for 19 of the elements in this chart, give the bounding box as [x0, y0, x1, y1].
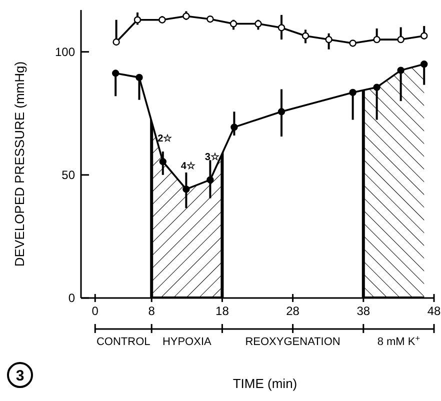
y-tick-label: 0 — [68, 291, 76, 306]
y-tick-label: 100 — [54, 45, 76, 60]
x-tick-label: 38 — [356, 304, 370, 318]
text: HYPOXIA — [162, 336, 212, 348]
annotation: 2☆ — [158, 134, 172, 145]
x-tick-label: 18 — [216, 304, 230, 318]
x-tick-label: 0 — [92, 304, 99, 318]
annotation: 3☆ — [204, 152, 220, 163]
y-axis-title: DEVELOPED PRESSURE (mmHg) — [12, 61, 27, 267]
y-tick-label: 50 — [62, 168, 76, 182]
text: 8 mM K$^{+}$ — [377, 334, 420, 348]
text: REOXYGENATION — [245, 336, 340, 348]
text: CONTROL — [96, 336, 150, 348]
x-tick-label: 48 — [427, 304, 441, 318]
x-tick-label: 28 — [286, 304, 300, 318]
x-axis-title: TIME (min) — [232, 376, 298, 391]
x-tick-label: 8 — [148, 304, 156, 318]
text: 3 — [16, 367, 24, 384]
annotation: 4☆ — [180, 161, 196, 172]
